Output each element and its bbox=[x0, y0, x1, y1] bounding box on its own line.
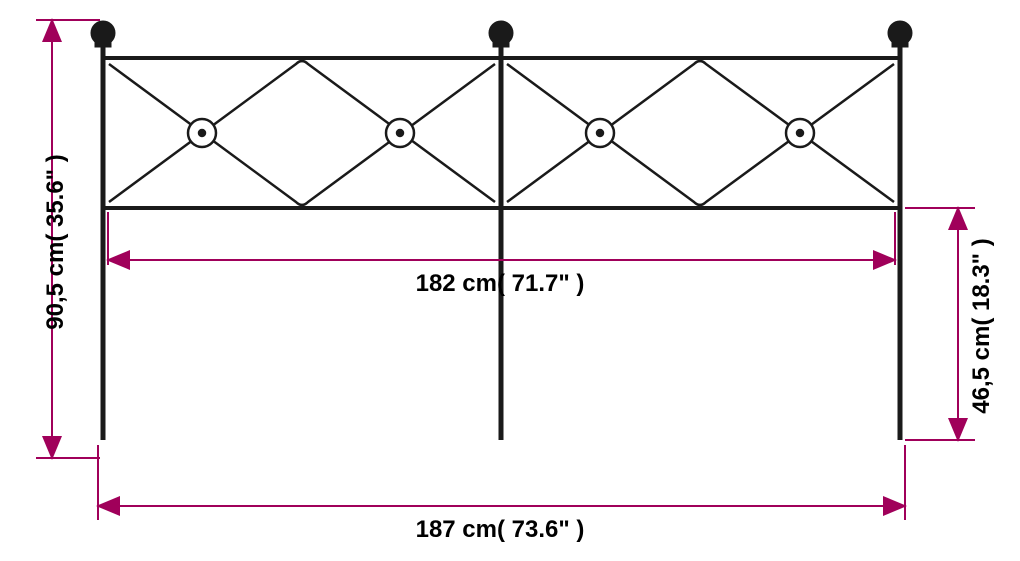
dim-width-total: 187 cm( 73.6" ) bbox=[300, 516, 700, 544]
product-outline bbox=[91, 21, 912, 440]
dim-height-leg: 46,5 cm( 18.3" ) bbox=[968, 216, 996, 436]
dim-height-total: 90,5 cm( 35.6" ) bbox=[42, 122, 70, 362]
dim-width-inner: 182 cm( 71.7" ) bbox=[300, 270, 700, 298]
